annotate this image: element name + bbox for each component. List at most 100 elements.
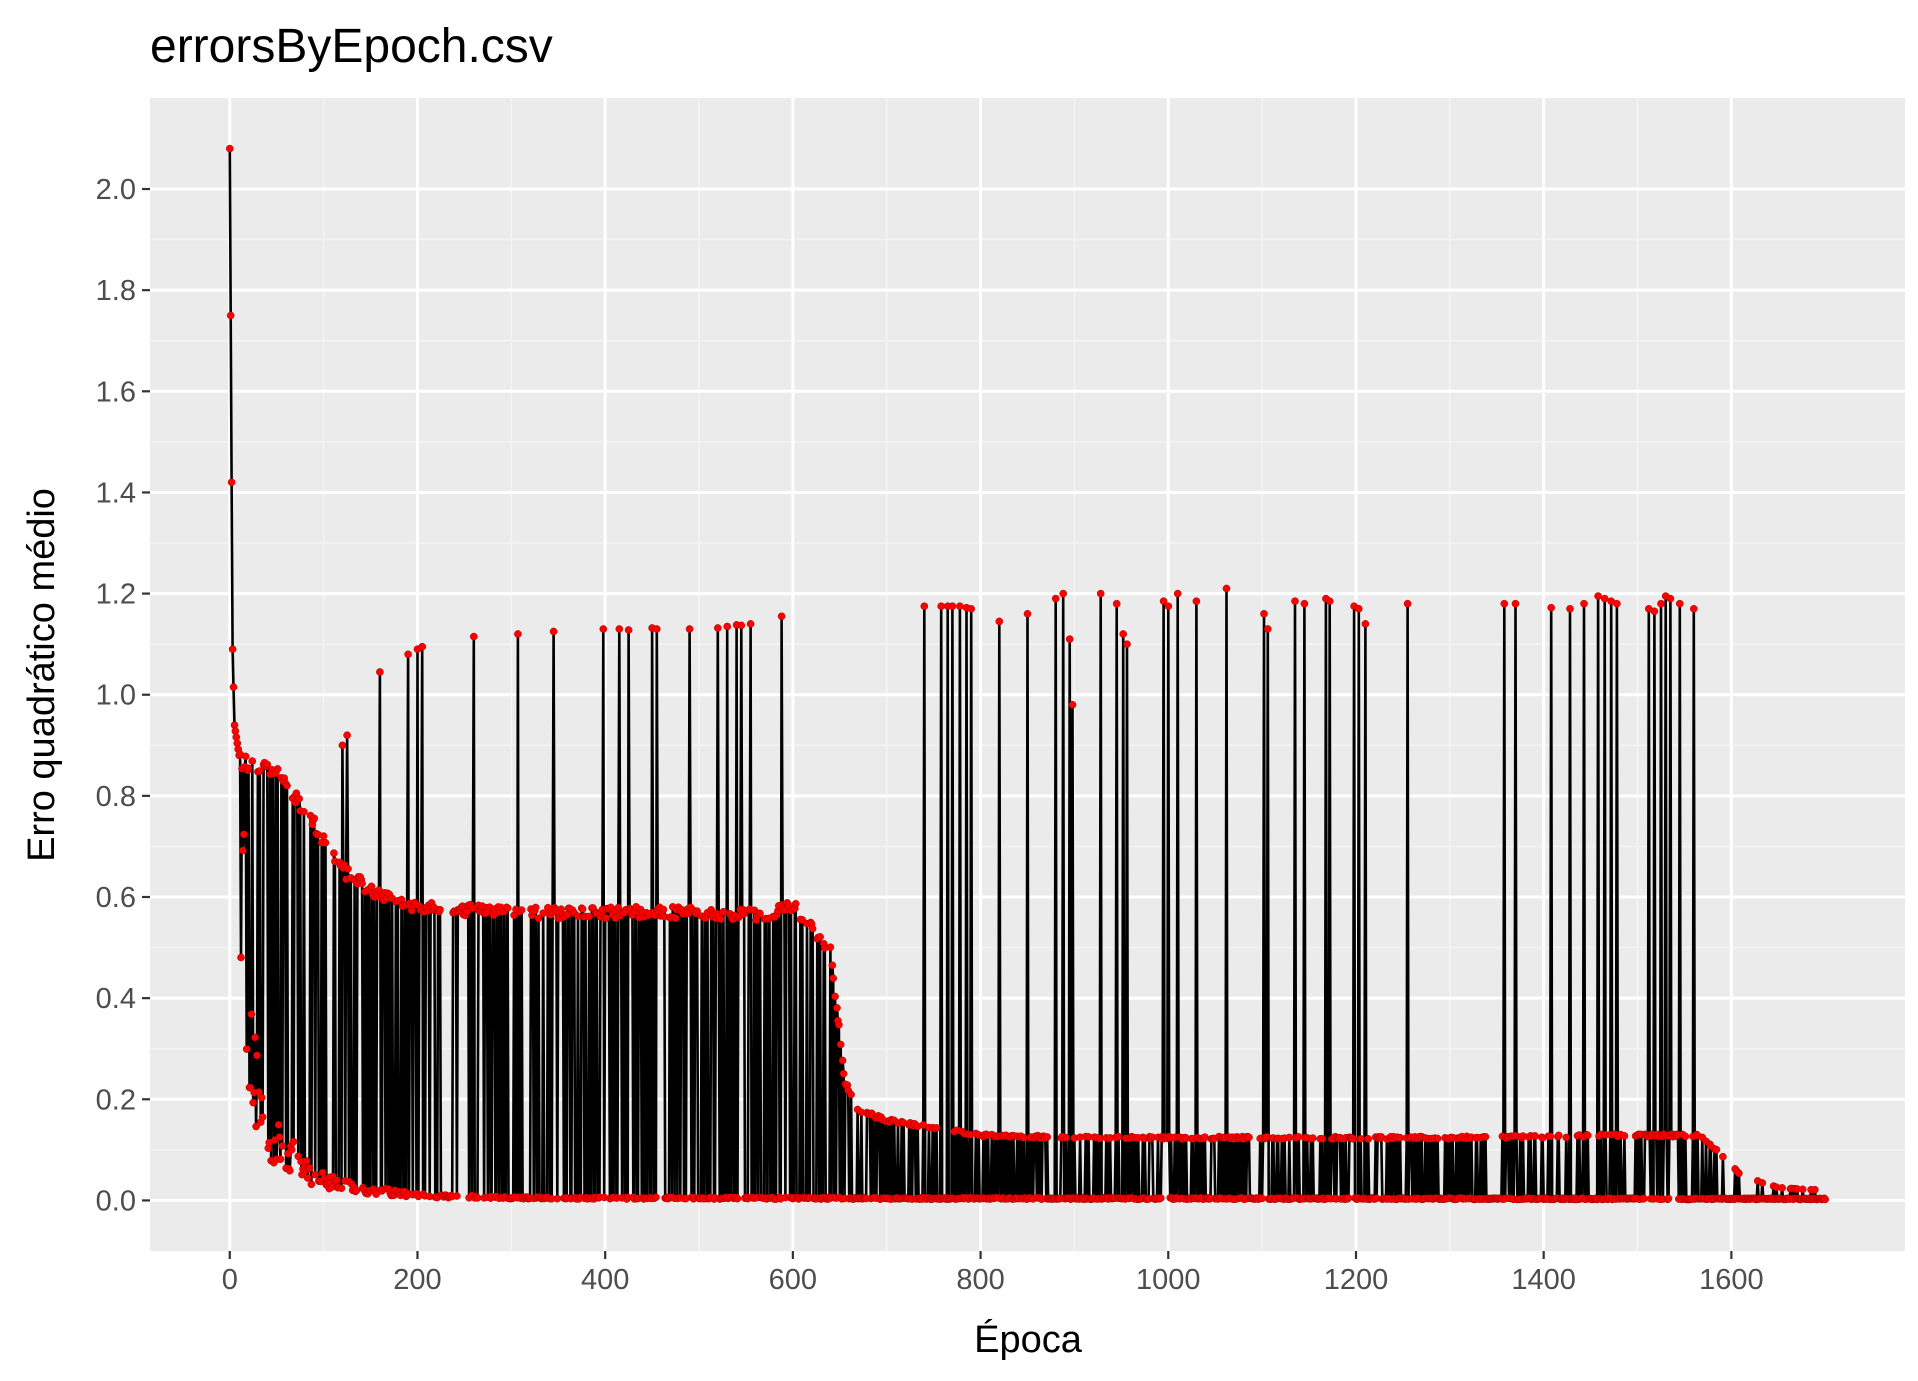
data-point	[321, 838, 330, 847]
data-point	[514, 630, 522, 638]
data-point	[332, 1176, 341, 1185]
y-tick-label: 1.8	[96, 275, 136, 307]
data-point	[1613, 599, 1621, 608]
data-point	[274, 1121, 283, 1129]
data-point	[1821, 1195, 1829, 1204]
data-point	[1778, 1184, 1786, 1192]
data-point	[816, 933, 824, 941]
data-point	[1294, 1133, 1303, 1141]
data-point	[1364, 1135, 1372, 1143]
data-point	[1062, 1133, 1070, 1142]
data-point	[956, 602, 964, 611]
data-point	[1361, 620, 1370, 628]
data-point	[1666, 594, 1675, 603]
y-tick-label: 0.6	[96, 882, 136, 914]
data-point	[1676, 599, 1684, 608]
data-point	[1531, 1132, 1539, 1140]
data-point	[1300, 599, 1309, 608]
data-point	[226, 311, 235, 320]
data-point	[714, 624, 722, 632]
data-point	[227, 478, 236, 487]
data-point	[258, 1113, 267, 1121]
data-point	[404, 650, 412, 659]
data-point	[302, 1157, 311, 1165]
data-point	[531, 903, 540, 912]
data-point	[237, 953, 245, 962]
data-point	[1258, 1194, 1266, 1203]
data-point	[1758, 1179, 1767, 1187]
data-point	[624, 626, 633, 634]
data-point	[737, 621, 746, 630]
x-tick-label: 0	[222, 1264, 238, 1296]
data-point	[1562, 1133, 1570, 1142]
data-point	[549, 627, 558, 636]
data-point	[343, 731, 351, 740]
data-point	[948, 602, 957, 611]
data-point	[1481, 1133, 1490, 1141]
x-tick-label: 400	[581, 1264, 629, 1296]
data-point	[1640, 1194, 1648, 1203]
data-point	[1173, 589, 1182, 598]
data-point	[376, 668, 384, 676]
data-point	[1245, 1133, 1253, 1142]
data-point	[275, 1133, 284, 1141]
x-tick-label: 1600	[1699, 1264, 1764, 1296]
data-point	[835, 1021, 843, 1029]
data-point	[585, 912, 594, 921]
data-point	[300, 808, 308, 816]
data-point	[367, 882, 376, 891]
data-point	[1023, 610, 1032, 618]
data-point	[967, 605, 976, 613]
data-point	[1664, 1194, 1673, 1203]
data-point	[1164, 602, 1173, 611]
data-point	[833, 1004, 841, 1012]
data-point	[1811, 1185, 1819, 1194]
y-tick-label: 0.2	[96, 1084, 136, 1116]
data-point	[831, 992, 839, 1001]
data-point	[278, 1142, 287, 1150]
data-point	[1620, 1132, 1629, 1140]
data-point	[473, 1194, 482, 1202]
data-point	[746, 620, 755, 628]
data-point	[932, 1124, 941, 1132]
x-tick-label: 1000	[1136, 1264, 1201, 1296]
data-point	[289, 1137, 298, 1146]
data-point	[693, 907, 701, 915]
x-tick-label: 200	[393, 1264, 441, 1296]
data-point	[937, 602, 946, 611]
data-point	[1584, 1131, 1592, 1140]
data-point	[517, 906, 526, 914]
data-point	[671, 914, 680, 923]
data-point	[503, 904, 512, 912]
data-point	[1260, 610, 1268, 618]
data-point	[307, 1180, 316, 1189]
data-point	[1051, 594, 1060, 603]
y-tick-label: 1.0	[96, 680, 136, 712]
data-point	[1119, 630, 1127, 638]
data-point	[344, 865, 352, 873]
data-point	[244, 764, 253, 773]
data-point	[249, 1098, 257, 1107]
y-tick-label: 0.4	[96, 983, 136, 1015]
data-point	[1096, 589, 1105, 598]
data-point	[685, 625, 694, 633]
data-point	[338, 741, 347, 750]
data-point	[1349, 1135, 1357, 1143]
data-point	[1580, 599, 1588, 608]
data-point	[553, 1194, 562, 1203]
data-point	[240, 830, 248, 839]
data-point	[248, 757, 257, 765]
data-point	[352, 1186, 361, 1195]
data-point	[659, 905, 668, 914]
data-point	[826, 943, 835, 952]
y-tick-label: 1.2	[96, 579, 136, 611]
chart-title: errorsByEpoch.csv	[150, 20, 553, 73]
data-point	[1403, 599, 1412, 608]
y-tick-label: 2.0	[96, 174, 136, 206]
x-axis-title: Época	[974, 1318, 1083, 1361]
data-point	[251, 1033, 259, 1042]
data-point	[1798, 1185, 1807, 1194]
data-point	[1043, 1133, 1051, 1141]
y-tick-label: 1.4	[96, 477, 136, 509]
